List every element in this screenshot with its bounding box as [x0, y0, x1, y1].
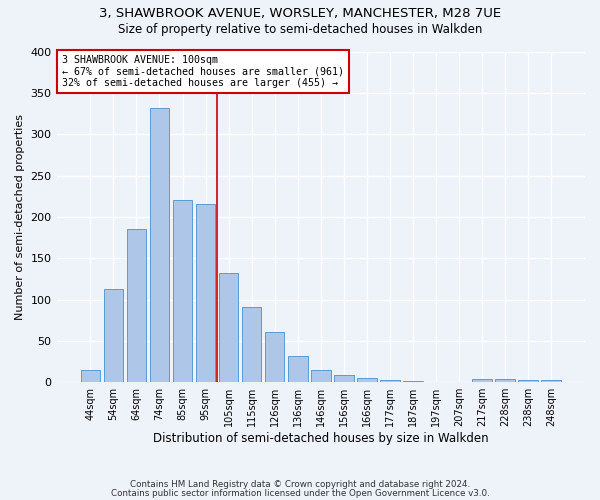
Bar [219, 273, 238, 382]
Bar [496, 379, 515, 382]
Text: Contains public sector information licensed under the Open Government Licence v3: Contains public sector information licen… [110, 489, 490, 498]
Bar [311, 370, 331, 382]
Bar [104, 289, 123, 382]
Bar [380, 380, 400, 382]
Bar [357, 378, 377, 382]
Bar [541, 380, 561, 382]
X-axis label: Distribution of semi-detached houses by size in Walkden: Distribution of semi-detached houses by … [153, 432, 488, 445]
Y-axis label: Number of semi-detached properties: Number of semi-detached properties [15, 114, 25, 320]
Bar [127, 230, 146, 382]
Bar [196, 204, 215, 382]
Bar [242, 307, 262, 382]
Text: 3, SHAWBROOK AVENUE, WORSLEY, MANCHESTER, M28 7UE: 3, SHAWBROOK AVENUE, WORSLEY, MANCHESTER… [99, 8, 501, 20]
Bar [518, 380, 538, 382]
Bar [334, 375, 353, 382]
Bar [80, 370, 100, 382]
Bar [149, 108, 169, 382]
Text: Size of property relative to semi-detached houses in Walkden: Size of property relative to semi-detach… [118, 22, 482, 36]
Bar [288, 356, 308, 382]
Text: Contains HM Land Registry data © Crown copyright and database right 2024.: Contains HM Land Registry data © Crown c… [130, 480, 470, 489]
Bar [265, 332, 284, 382]
Bar [173, 200, 193, 382]
Text: 3 SHAWBROOK AVENUE: 100sqm
← 67% of semi-detached houses are smaller (961)
32% o: 3 SHAWBROOK AVENUE: 100sqm ← 67% of semi… [62, 55, 344, 88]
Bar [472, 379, 492, 382]
